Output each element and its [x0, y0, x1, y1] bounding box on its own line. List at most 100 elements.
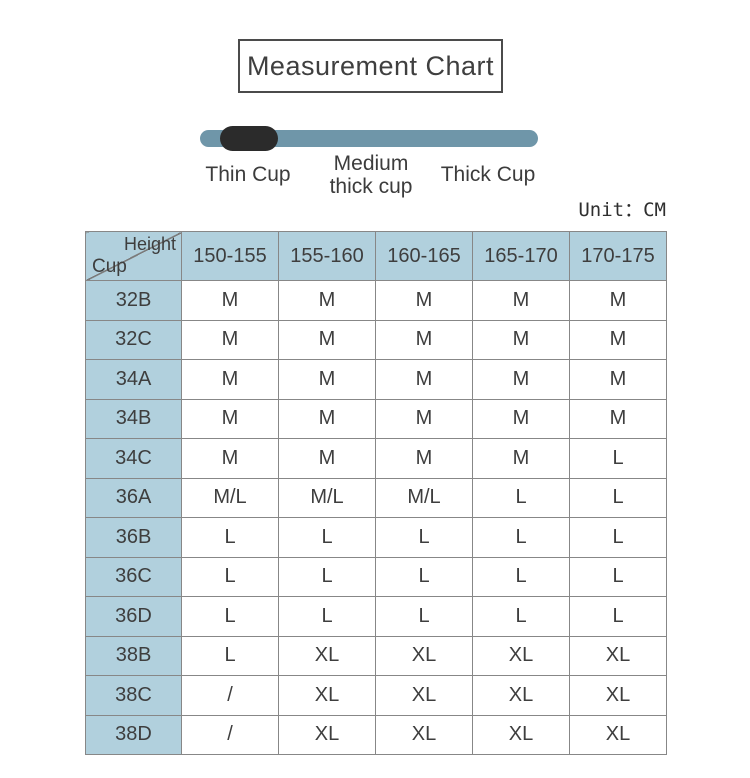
- table-row: 36D L L L L L: [85, 596, 667, 637]
- size-cell: XL: [472, 714, 570, 755]
- size-cell: M: [181, 319, 279, 360]
- size-cell: M: [278, 398, 376, 439]
- row-label-cup-size: 36C: [85, 556, 182, 597]
- size-cell: M: [472, 398, 570, 439]
- cup-thickness-slider-handle[interactable]: [220, 126, 278, 151]
- table-row: 34B M M M M M: [85, 398, 667, 439]
- size-cell: XL: [278, 635, 376, 676]
- size-cell: L: [375, 596, 473, 637]
- size-cell: L: [375, 517, 473, 558]
- size-cell: XL: [569, 635, 667, 676]
- size-cell: M: [569, 280, 667, 321]
- size-cell: M: [472, 438, 570, 479]
- col-header-height-range: 160-165: [375, 231, 473, 281]
- size-table-body: 32B M M M M M 32C M M M M M 34A M M M M …: [85, 280, 667, 755]
- size-cell: /: [181, 675, 279, 716]
- col-header-height-range: 165-170: [472, 231, 570, 281]
- thick-cup-label: Thick Cup: [440, 163, 536, 186]
- size-cell: M: [181, 398, 279, 439]
- size-cell: XL: [375, 675, 473, 716]
- size-cell: M: [472, 359, 570, 400]
- size-cell: XL: [375, 635, 473, 676]
- corner-height-label: Height: [123, 234, 176, 254]
- col-header-height-range: 155-160: [278, 231, 376, 281]
- row-label-cup-size: 38B: [85, 635, 182, 676]
- size-cell: L: [569, 477, 667, 518]
- table-row: 36C L L L L L: [85, 556, 667, 597]
- size-table: Height Cup 150-155 155-160 160-165 165-1…: [85, 231, 667, 755]
- size-cell: XL: [472, 675, 570, 716]
- medium-thick-cup-label: Medium thick cup: [329, 152, 413, 198]
- row-label-cup-size: 36D: [85, 596, 182, 637]
- size-cell: L: [472, 517, 570, 558]
- size-cell: L: [472, 596, 570, 637]
- size-cell: M/L: [181, 477, 279, 518]
- size-cell: L: [181, 517, 279, 558]
- col-header-height-range: 170-175: [569, 231, 667, 281]
- size-cell: M: [181, 438, 279, 479]
- size-cell: XL: [569, 675, 667, 716]
- size-cell: L: [569, 438, 667, 479]
- corner-cup-label: Cup: [92, 256, 127, 277]
- size-cell: XL: [472, 635, 570, 676]
- size-cell: L: [278, 556, 376, 597]
- size-cell: M/L: [278, 477, 376, 518]
- table-row: 36A M/L M/L M/L L L: [85, 477, 667, 518]
- size-cell: M: [375, 280, 473, 321]
- page-title-box: Measurement Chart: [238, 39, 503, 93]
- row-label-cup-size: 34A: [85, 359, 182, 400]
- unit-label: Unit：CM: [578, 199, 666, 221]
- size-cell: XL: [569, 714, 667, 755]
- header-row: Height Cup 150-155 155-160 160-165 165-1…: [85, 231, 667, 281]
- size-cell: XL: [278, 714, 376, 755]
- row-label-cup-size: 32C: [85, 319, 182, 360]
- size-cell: M: [569, 398, 667, 439]
- row-label-cup-size: 34B: [85, 398, 182, 439]
- size-cell: L: [569, 596, 667, 637]
- size-table-header: Height Cup 150-155 155-160 160-165 165-1…: [85, 231, 667, 281]
- size-cell: L: [181, 556, 279, 597]
- size-cell: L: [472, 556, 570, 597]
- col-header-height-range: 150-155: [181, 231, 279, 281]
- size-cell: M: [569, 359, 667, 400]
- size-cell: M: [181, 280, 279, 321]
- size-cell: L: [278, 517, 376, 558]
- size-cell: M: [278, 359, 376, 400]
- size-cell: M: [181, 359, 279, 400]
- table-row: 38B L XL XL XL XL: [85, 635, 667, 676]
- size-cell: M: [278, 438, 376, 479]
- table-row: 32C M M M M M: [85, 319, 667, 360]
- size-cell: M: [375, 438, 473, 479]
- size-cell: L: [375, 556, 473, 597]
- row-label-cup-size: 36A: [85, 477, 182, 518]
- row-label-cup-size: 38C: [85, 675, 182, 716]
- table-row: 38C / XL XL XL XL: [85, 675, 667, 716]
- table-row: 34A M M M M M: [85, 359, 667, 400]
- size-cell: /: [181, 714, 279, 755]
- size-cell: M/L: [375, 477, 473, 518]
- size-cell: L: [181, 596, 279, 637]
- size-cell: M: [375, 319, 473, 360]
- size-cell: M: [278, 319, 376, 360]
- size-cell: M: [375, 398, 473, 439]
- size-cell: L: [569, 556, 667, 597]
- table-row: 32B M M M M M: [85, 280, 667, 321]
- row-label-cup-size: 36B: [85, 517, 182, 558]
- cup-thickness-slider-track[interactable]: [200, 130, 538, 147]
- size-cell: M: [472, 280, 570, 321]
- table-row: 36B L L L L L: [85, 517, 667, 558]
- table-row: 34C M M M M L: [85, 438, 667, 479]
- thin-cup-label: Thin Cup: [205, 163, 291, 186]
- size-cell: M: [278, 280, 376, 321]
- row-label-cup-size: 32B: [85, 280, 182, 321]
- size-cell: M: [472, 319, 570, 360]
- height-cup-corner-cell: Height Cup: [85, 231, 182, 281]
- row-label-cup-size: 34C: [85, 438, 182, 479]
- size-cell: M: [375, 359, 473, 400]
- row-label-cup-size: 38D: [85, 714, 182, 755]
- size-cell: M: [569, 319, 667, 360]
- size-cell: L: [569, 517, 667, 558]
- size-cell: L: [472, 477, 570, 518]
- size-cell: L: [181, 635, 279, 676]
